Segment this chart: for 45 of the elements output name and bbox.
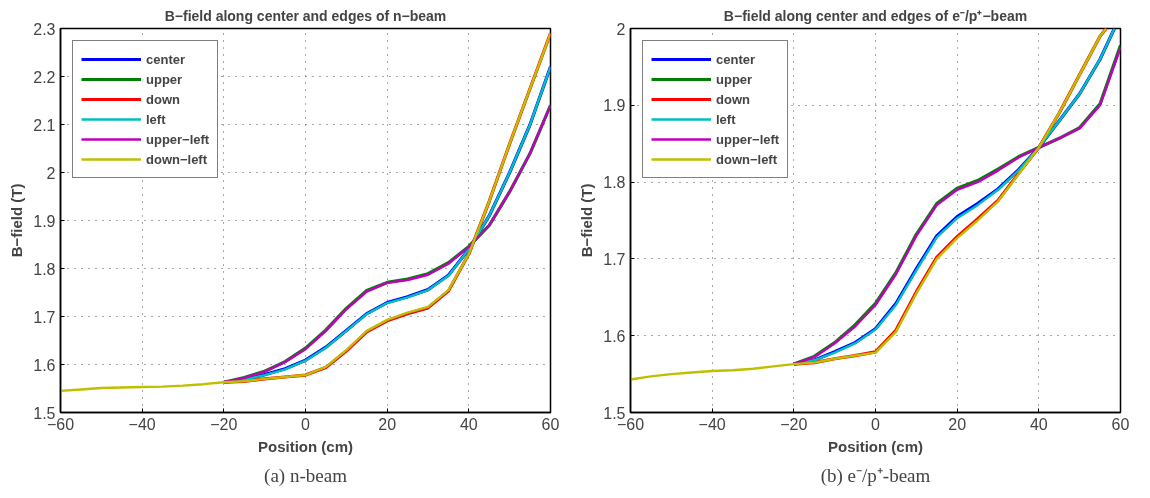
x-tick-label: 40	[459, 415, 478, 433]
x-tick-label: 20	[948, 415, 967, 433]
y-axis-title: B−field (T)	[8, 183, 26, 258]
text: (b) e⁻/p⁺-beam	[820, 464, 931, 487]
x-tick-label: −20	[780, 415, 808, 433]
y-tick-label: 1.8	[603, 174, 626, 192]
y-tick-label: 1.7	[603, 250, 626, 268]
y-tick-label: 1.7	[33, 308, 56, 326]
legend-label: upper−left	[146, 131, 210, 147]
legend-label: upper	[716, 71, 753, 87]
legend-label: upper	[146, 71, 183, 87]
y-tick-label: 2	[46, 164, 56, 182]
legend-label: down−left	[716, 151, 778, 167]
x-tick-label: −40	[698, 415, 726, 433]
legend-label: down−left	[146, 151, 208, 167]
x-tick-label: −40	[128, 415, 156, 433]
legend-label: center	[146, 51, 186, 67]
x-tick-label: 20	[378, 415, 397, 433]
x-tick-label: −20	[210, 415, 238, 433]
y-tick-label: 1.9	[33, 212, 56, 230]
chart-title: B−field along center and edges of e⁻/p⁺−beam	[723, 7, 1028, 24]
text: (a) n-beam	[264, 464, 348, 487]
x-tick-label: 0	[871, 415, 881, 433]
y-tick-label: 2.3	[33, 20, 56, 38]
legend-label: center	[716, 51, 756, 67]
legend-label: left	[146, 111, 166, 127]
x-tick-label: 60	[541, 415, 560, 433]
x-tick-label: 40	[1029, 415, 1048, 433]
x-tick-label: 0	[301, 415, 311, 433]
chart-title: B−field along center and edges of n−beam	[164, 7, 447, 24]
y-tick-label: 2.2	[33, 68, 56, 86]
y-tick-label: 2.1	[33, 116, 56, 134]
legend-label: down	[716, 91, 750, 107]
legend-label: upper−left	[716, 131, 780, 147]
y-tick-label: 1.9	[603, 97, 626, 115]
y-tick-label: 2	[616, 20, 626, 38]
x-tick-label: 60	[1111, 415, 1130, 433]
y-tick-label: 1.6	[603, 327, 626, 345]
y-tick-label: 1.8	[33, 260, 56, 278]
y-tick-label: 1.6	[33, 356, 56, 374]
x-axis-title: Position (cm)	[828, 437, 924, 455]
y-axis-title: B−field (T)	[578, 183, 596, 258]
x-axis-title: Position (cm)	[258, 437, 354, 455]
legend-label: left	[716, 111, 736, 127]
legend-label: down	[146, 91, 180, 107]
